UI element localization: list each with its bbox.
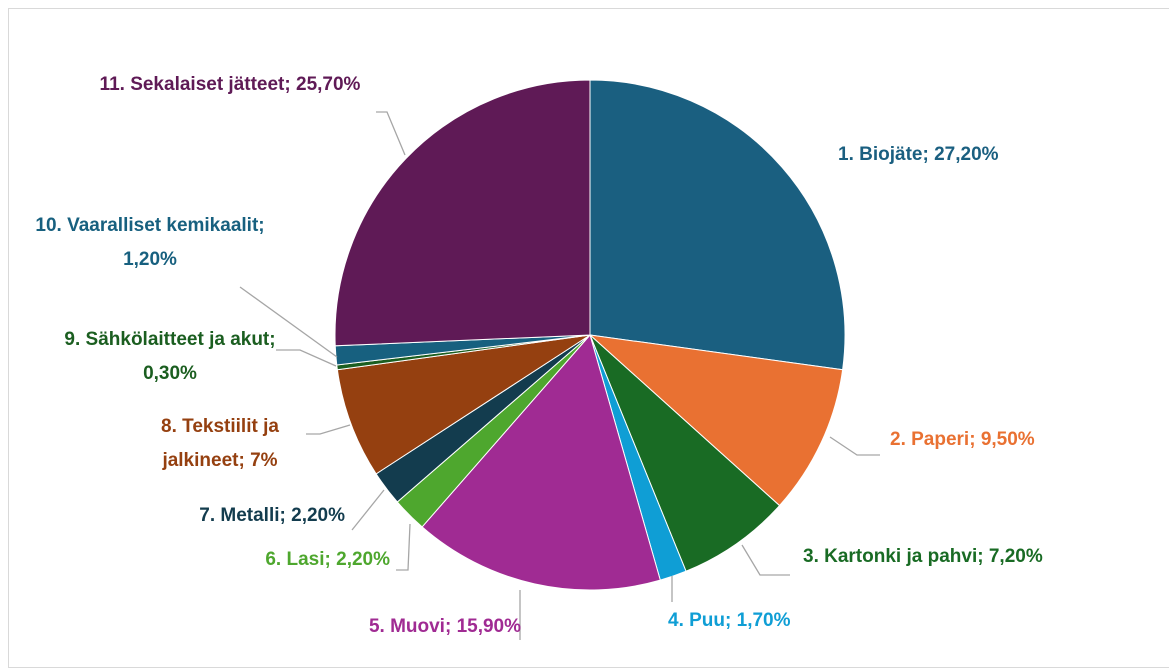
category-label: 7. Metalli: [199, 505, 291, 526]
pie-slice: [336, 334, 591, 475]
value-label: 25,70%: [296, 74, 361, 95]
value-label: 0,30%: [143, 363, 197, 384]
value-label: 27,20%: [934, 144, 999, 165]
value-label: 2,20%: [291, 505, 345, 526]
chart: [239, 79, 880, 640]
data-label: 4. Puu1,70%: [668, 604, 868, 638]
value-label: 1,70%: [736, 610, 791, 631]
data-label: 6. Lasi2,20%: [200, 543, 390, 577]
pie-slice: [421, 333, 661, 591]
data-label: 10. Vaaralliset kemikaalit 1,20%: [30, 209, 270, 277]
leader-line: [741, 544, 790, 576]
category-label: 2. Paperi: [890, 429, 981, 450]
category-label: 10. Vaaralliset kemikaalit: [35, 215, 264, 236]
pie-slice: [589, 334, 781, 572]
leader-line: [376, 111, 406, 156]
leader-line: [351, 489, 385, 531]
category-label: 9. Sähkölaitteet ja akut: [64, 329, 275, 350]
data-label: 7. Metalli2,20%: [150, 499, 345, 533]
category-label: 1. Biojäte: [838, 144, 934, 165]
leader-line: [276, 349, 337, 367]
data-label: 2. Paperi9,50%: [890, 423, 1110, 457]
data-label: 9. Sähkölaitteet ja akut 0,30%: [60, 323, 280, 391]
category-label: 5. Muovi: [369, 616, 457, 637]
value-label: 7%: [250, 450, 278, 471]
data-label: 5. Muovi15,90%: [330, 610, 560, 644]
data-label: 3. Kartonki ja pahvi7,20%: [803, 540, 1133, 574]
pie-slice: [588, 334, 844, 507]
value-label: 15,90%: [456, 616, 522, 637]
leader-line: [239, 286, 338, 358]
pie-slice: [589, 79, 846, 371]
value-label: 2,20%: [336, 549, 390, 570]
category-label: 11. Sekalaiset jätteet: [100, 74, 296, 95]
value-label: 1,20%: [123, 249, 177, 270]
page: (() => { const data = JSON.parse(documen…: [8, 8, 1169, 668]
data-label: 1. Biojäte27,20%: [838, 138, 1078, 172]
value-label: 9,50%: [980, 429, 1035, 450]
category-label: 6. Lasi: [265, 549, 336, 570]
value-label: 7,20%: [988, 546, 1043, 567]
pie-slice: [334, 79, 591, 347]
category-label: 3. Kartonki ja pahvi: [803, 546, 989, 567]
category-label: 4. Puu: [668, 610, 737, 631]
leader-line: [306, 424, 351, 435]
leader-line: [396, 523, 411, 571]
data-label: 8. Tekstiilit ja jalkineet7%: [120, 410, 320, 478]
data-label: 11. Sekalaiset jätteet25,70%: [40, 68, 420, 102]
leader-line: [829, 436, 880, 456]
